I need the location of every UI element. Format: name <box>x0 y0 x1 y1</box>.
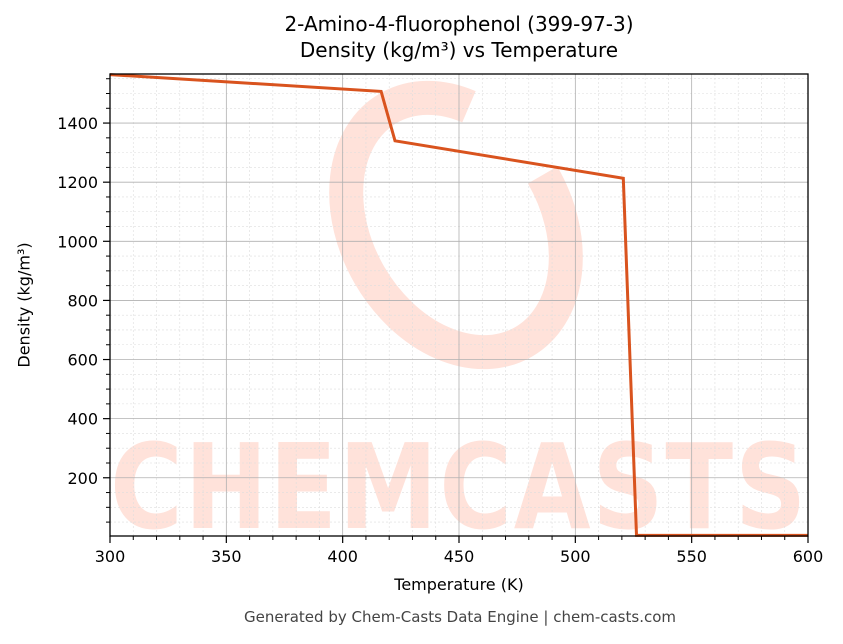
x-tick-label: 300 <box>95 547 126 566</box>
y-tick-label: 400 <box>67 410 98 429</box>
y-axis-label: Density (kg/m³) <box>14 242 34 368</box>
x-tick-label: 350 <box>211 547 242 566</box>
x-axis-label: Temperature (K) <box>394 575 524 594</box>
y-tick-label: 1000 <box>57 232 98 251</box>
x-tick-label: 400 <box>327 547 358 566</box>
y-tick-label: 800 <box>67 291 98 310</box>
watermark-logo-ring <box>329 80 583 370</box>
x-tick-labels: 300 350 400 450 500 550 600 <box>95 547 824 566</box>
axis-ticks <box>103 78 809 543</box>
chart-title: 2-Amino-4-fluorophenol (399-97-3) <box>284 12 634 36</box>
y-tick-label: 200 <box>67 469 98 488</box>
y-tick-labels: 200 400 600 800 1000 1200 1400 <box>57 114 98 488</box>
y-tick-label: 1400 <box>57 114 98 133</box>
y-tick-label: 600 <box>67 351 98 370</box>
x-tick-label: 450 <box>444 547 475 566</box>
chart-subtitle: Density (kg/m³) vs Temperature <box>299 38 619 62</box>
footer-credit: Generated by Chem-Casts Data Engine | ch… <box>243 608 677 626</box>
y-tick-label: 1200 <box>57 173 98 192</box>
x-tick-label: 600 <box>793 547 824 566</box>
x-tick-label: 500 <box>560 547 591 566</box>
x-tick-label: 550 <box>676 547 707 566</box>
